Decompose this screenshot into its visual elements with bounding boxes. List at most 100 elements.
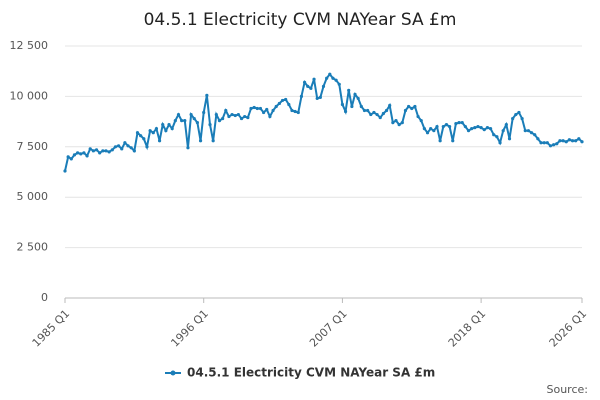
legend-marker	[170, 370, 176, 376]
point	[167, 123, 171, 127]
point	[132, 149, 136, 153]
point	[221, 116, 225, 121]
point	[501, 129, 505, 133]
point	[429, 127, 433, 131]
point	[104, 149, 108, 153]
point	[447, 125, 452, 129]
point	[88, 147, 92, 151]
point	[529, 131, 534, 135]
point	[66, 155, 70, 159]
point	[63, 169, 67, 173]
point	[214, 112, 218, 117]
x-tick-label: 1996 Q1	[168, 307, 211, 350]
point	[202, 110, 206, 115]
series-line	[64, 72, 583, 172]
point	[302, 80, 307, 84]
point	[350, 104, 354, 109]
point	[397, 123, 401, 127]
point	[148, 129, 152, 133]
point	[325, 76, 329, 80]
point	[403, 108, 408, 113]
point	[331, 76, 335, 80]
point	[157, 139, 162, 143]
point	[145, 145, 149, 149]
point	[258, 106, 263, 111]
point	[306, 84, 310, 88]
point	[438, 139, 442, 143]
point	[205, 93, 209, 97]
point	[287, 102, 291, 107]
point	[123, 141, 127, 145]
y-tick-label: 7 500	[17, 140, 49, 153]
point	[116, 144, 121, 148]
point	[564, 140, 568, 144]
point	[457, 121, 461, 125]
point	[555, 142, 559, 146]
point	[577, 137, 581, 141]
point	[479, 126, 483, 130]
point	[129, 146, 133, 150]
point	[511, 116, 515, 121]
point	[570, 139, 575, 143]
point	[441, 125, 445, 129]
point	[277, 101, 281, 106]
point	[407, 104, 411, 109]
point	[381, 111, 385, 116]
point	[366, 108, 370, 113]
point	[176, 112, 181, 117]
point	[236, 112, 240, 117]
source: Source:	[547, 383, 589, 396]
point	[372, 110, 376, 115]
point	[574, 139, 578, 143]
point	[473, 126, 477, 130]
point	[293, 109, 297, 114]
y-tick-label: 2 500	[17, 241, 49, 254]
point	[388, 103, 392, 108]
point	[79, 152, 83, 156]
point	[353, 92, 357, 96]
point	[101, 149, 105, 153]
point	[142, 137, 146, 141]
point	[444, 123, 449, 127]
point	[542, 141, 546, 145]
point	[227, 114, 231, 119]
point	[161, 123, 165, 127]
point	[224, 108, 228, 113]
point	[422, 127, 426, 131]
point	[249, 106, 253, 111]
point	[315, 96, 319, 101]
point	[435, 125, 439, 129]
point	[328, 72, 332, 76]
point	[504, 123, 508, 127]
point	[252, 105, 256, 110]
point	[419, 118, 423, 123]
point	[463, 125, 467, 129]
x-tick-label: 2007 Q1	[307, 307, 350, 350]
point	[347, 88, 351, 92]
point	[82, 151, 86, 155]
point	[359, 104, 363, 109]
point	[454, 122, 458, 126]
y-tick-label: 12 500	[10, 39, 49, 52]
point	[120, 147, 124, 151]
point	[536, 137, 540, 141]
point	[432, 129, 436, 133]
point	[539, 141, 543, 145]
point	[552, 143, 556, 147]
point	[243, 114, 247, 119]
point	[268, 114, 272, 119]
point	[284, 97, 288, 102]
point	[517, 110, 521, 115]
point	[255, 106, 259, 111]
point	[394, 118, 398, 123]
point	[290, 108, 294, 113]
legend-label: 04.5.1 Electricity CVM NAYear SA £m	[187, 366, 435, 380]
point	[561, 139, 565, 143]
point	[514, 112, 518, 117]
point	[567, 138, 571, 142]
point	[113, 145, 118, 149]
point	[321, 84, 326, 88]
point	[280, 98, 285, 103]
point	[362, 108, 367, 113]
point	[230, 112, 234, 117]
